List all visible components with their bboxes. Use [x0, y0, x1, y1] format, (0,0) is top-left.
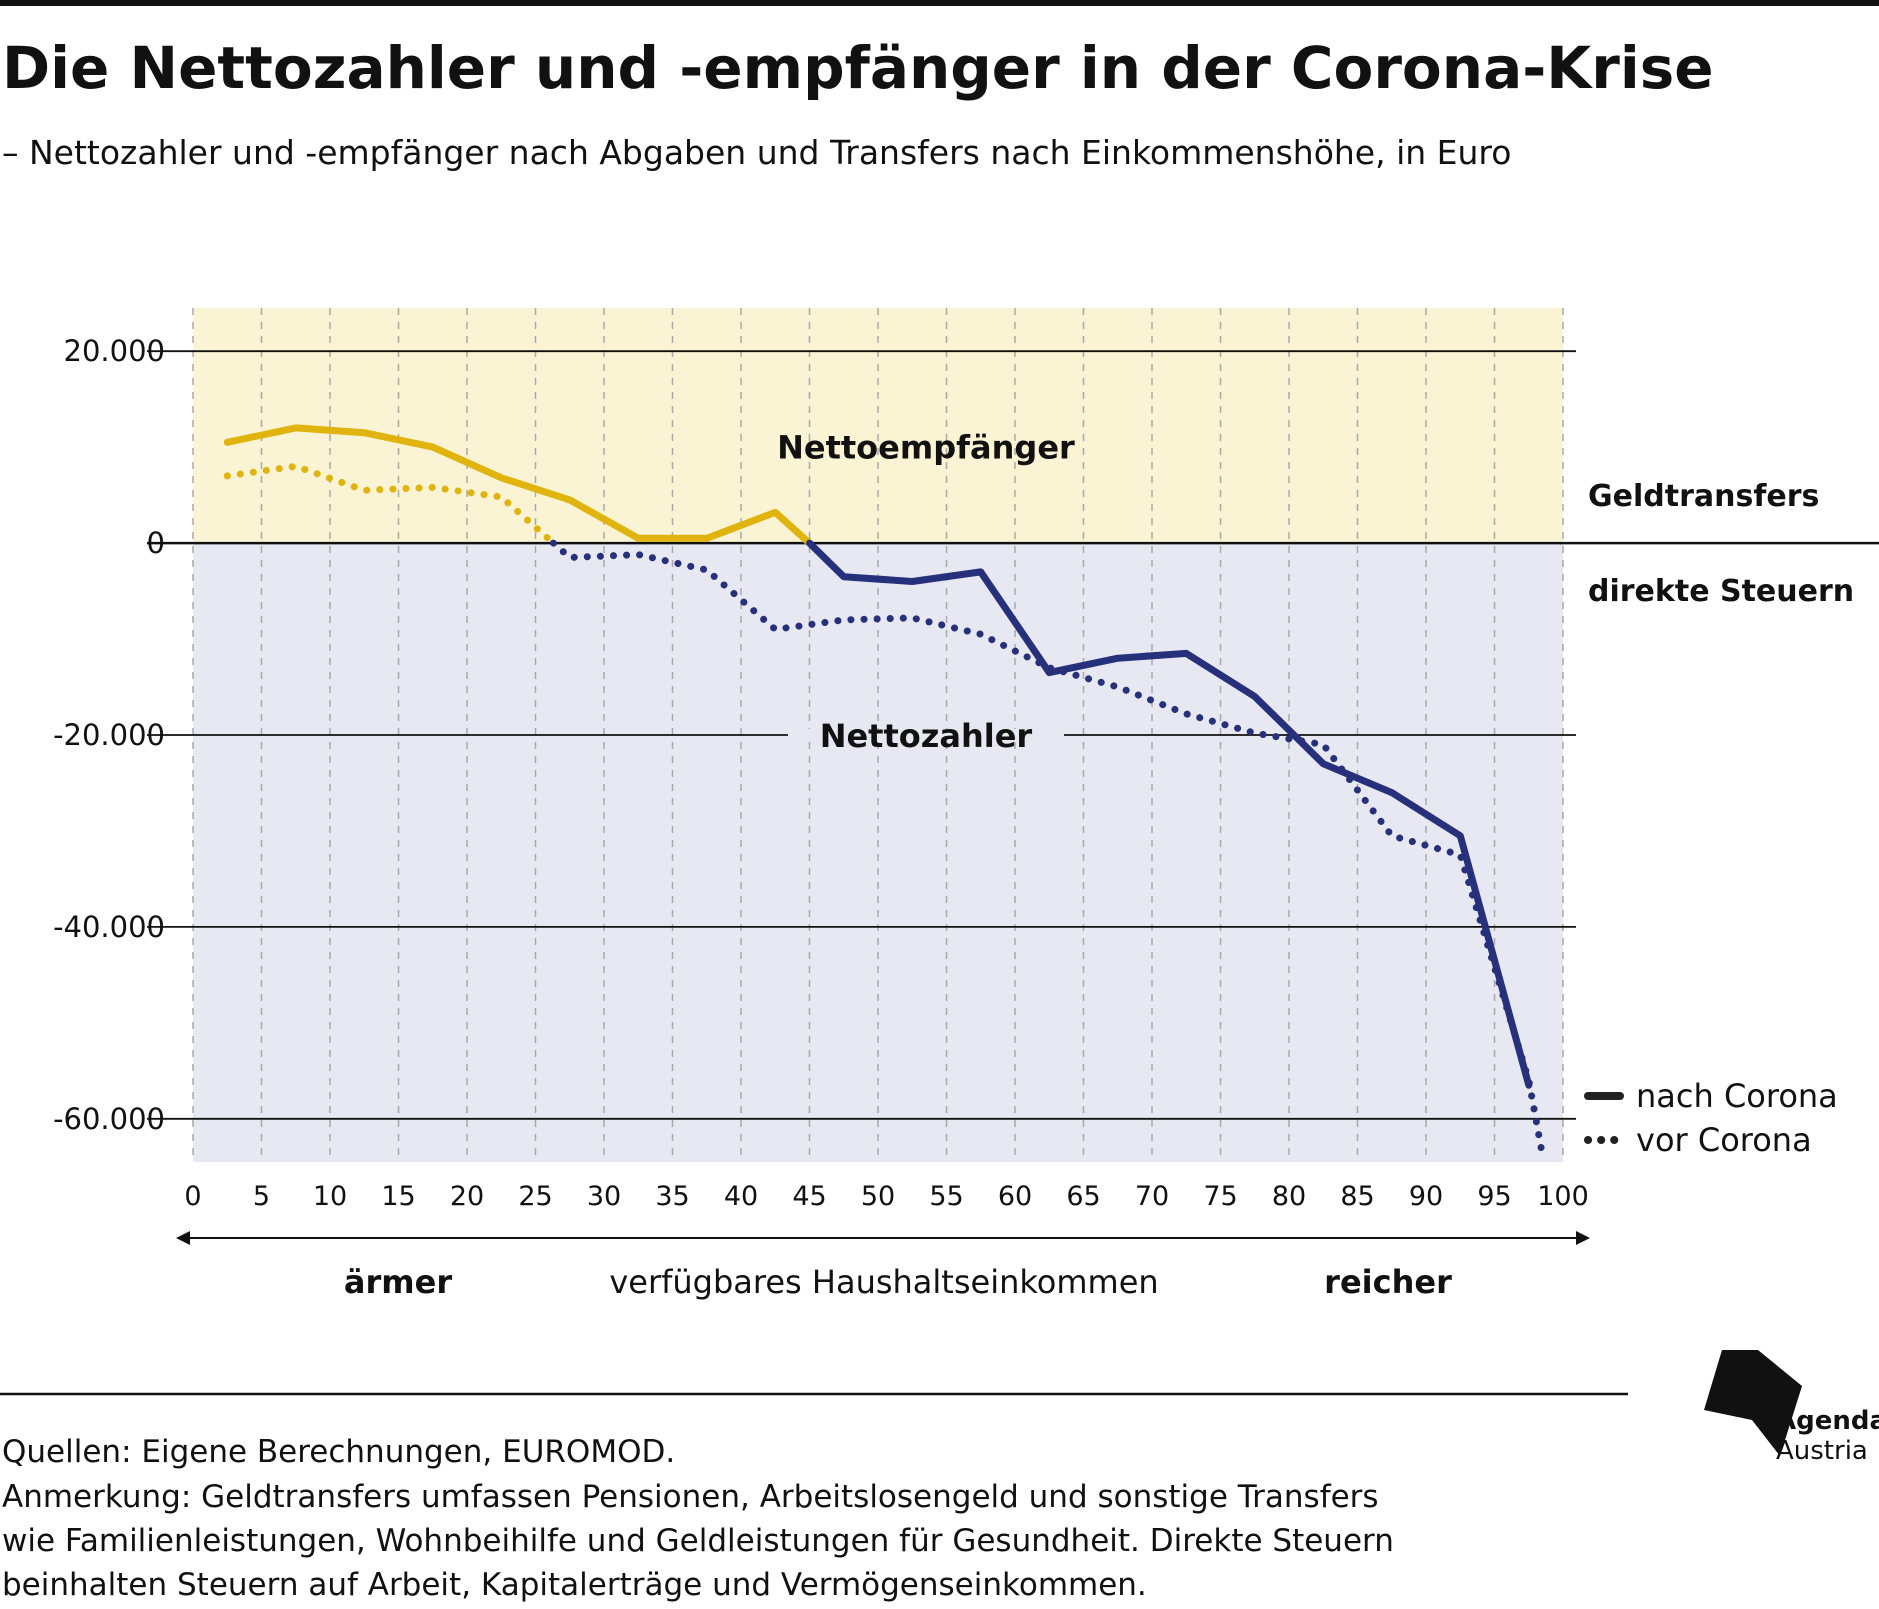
x-axis-arrow — [176, 1231, 1590, 1245]
legend-vor-corona: vor Corona — [1636, 1121, 1812, 1159]
line-positive-nach-corona — [223, 424, 813, 547]
x-tick-label: 35 — [655, 1181, 689, 1212]
x-tick-label: 95 — [1477, 1181, 1511, 1212]
series-layer — [223, 424, 1546, 1159]
x-tick-label: 65 — [1066, 1181, 1100, 1212]
direkte-steuern-label: direkte Steuern — [1588, 574, 1854, 609]
line-negative-nach-corona — [806, 539, 1533, 1089]
nettoempfaenger-label: Nettoempfänger — [777, 429, 1075, 467]
x-tick-label: 100 — [1537, 1181, 1589, 1212]
horizontal-grid — [147, 350, 1879, 1120]
logo-line-2: Austria — [1776, 1436, 1868, 1466]
x-tick-label: 45 — [792, 1181, 826, 1212]
y-tick-label: -60.000 — [53, 1102, 165, 1136]
x-tick-label: 70 — [1135, 1181, 1169, 1212]
logo-shape-icon — [1704, 1350, 1802, 1456]
x-tick-label: 90 — [1409, 1181, 1443, 1212]
geldtransfers-label: Geldtransfers — [1588, 479, 1819, 514]
x-axis-title: verfügbares Haushaltseinkommen — [609, 1263, 1158, 1301]
x-tick-label: 10 — [313, 1181, 347, 1212]
agenda-austria-logo: Agenda Austria — [1704, 1350, 1879, 1466]
x-tick-label: 0 — [184, 1181, 201, 1212]
note-line-1: Anmerkung: Geldtransfers umfassen Pensio… — [2, 1479, 1379, 1515]
x-tick-label: 55 — [929, 1181, 963, 1212]
x-tick-labels: 0 5 10 15 20 25 30 35 40 45 50 55 60 65 70 75 80 85 90 95 10… — [184, 1181, 1588, 1212]
note-line-2: wie Familienleistungen, Wohnbeihilfe und… — [2, 1523, 1394, 1559]
x-axis-right-label: reicher — [1324, 1263, 1452, 1301]
x-tick-label: 85 — [1340, 1181, 1374, 1212]
nettozahler-label: Nettozahler — [820, 717, 1033, 755]
x-tick-label: 5 — [253, 1181, 270, 1212]
note-line-3: beinhalten Steuern auf Arbeit, Kapitaler… — [2, 1567, 1147, 1603]
x-tick-label: 40 — [724, 1181, 758, 1212]
x-tick-label: 60 — [998, 1181, 1032, 1212]
sources-note: Quellen: Eigene Berechnungen, EUROMOD. — [2, 1434, 675, 1470]
x-tick-label: 25 — [518, 1181, 552, 1212]
series-nach-corona — [223, 424, 1533, 1089]
page-title: Die Nettozahler und -empfänger in der Co… — [2, 34, 1714, 102]
line-positive-vor-corona — [223, 462, 557, 547]
legend-nach-corona: nach Corona — [1636, 1077, 1838, 1115]
y-tick-label: -20.000 — [53, 718, 165, 752]
x-tick-label: 20 — [450, 1181, 484, 1212]
y-tick-label: 0 — [147, 526, 165, 560]
logo-line-1: Agenda — [1776, 1406, 1879, 1436]
x-tick-label: 30 — [587, 1181, 621, 1212]
y-tick-label: -40.000 — [53, 910, 165, 944]
legend: nach Corona vor Corona — [1584, 1077, 1838, 1159]
subtitle: – Nettozahler und -empfänger nach Abgabe… — [2, 133, 1511, 172]
x-tick-label: 75 — [1203, 1181, 1237, 1212]
x-tick-label: 15 — [381, 1181, 415, 1212]
nettozahler-label-background — [787, 729, 1064, 741]
top-rule — [0, 0, 1879, 6]
x-tick-label: 50 — [861, 1181, 895, 1212]
y-tick-label: 20.000 — [64, 334, 165, 368]
x-axis-left-label: ärmer — [344, 1263, 452, 1301]
y-tick-labels: 20.000 0 -20.000 -40.000 -60.000 — [53, 334, 165, 1136]
x-tick-label: 80 — [1272, 1181, 1306, 1212]
